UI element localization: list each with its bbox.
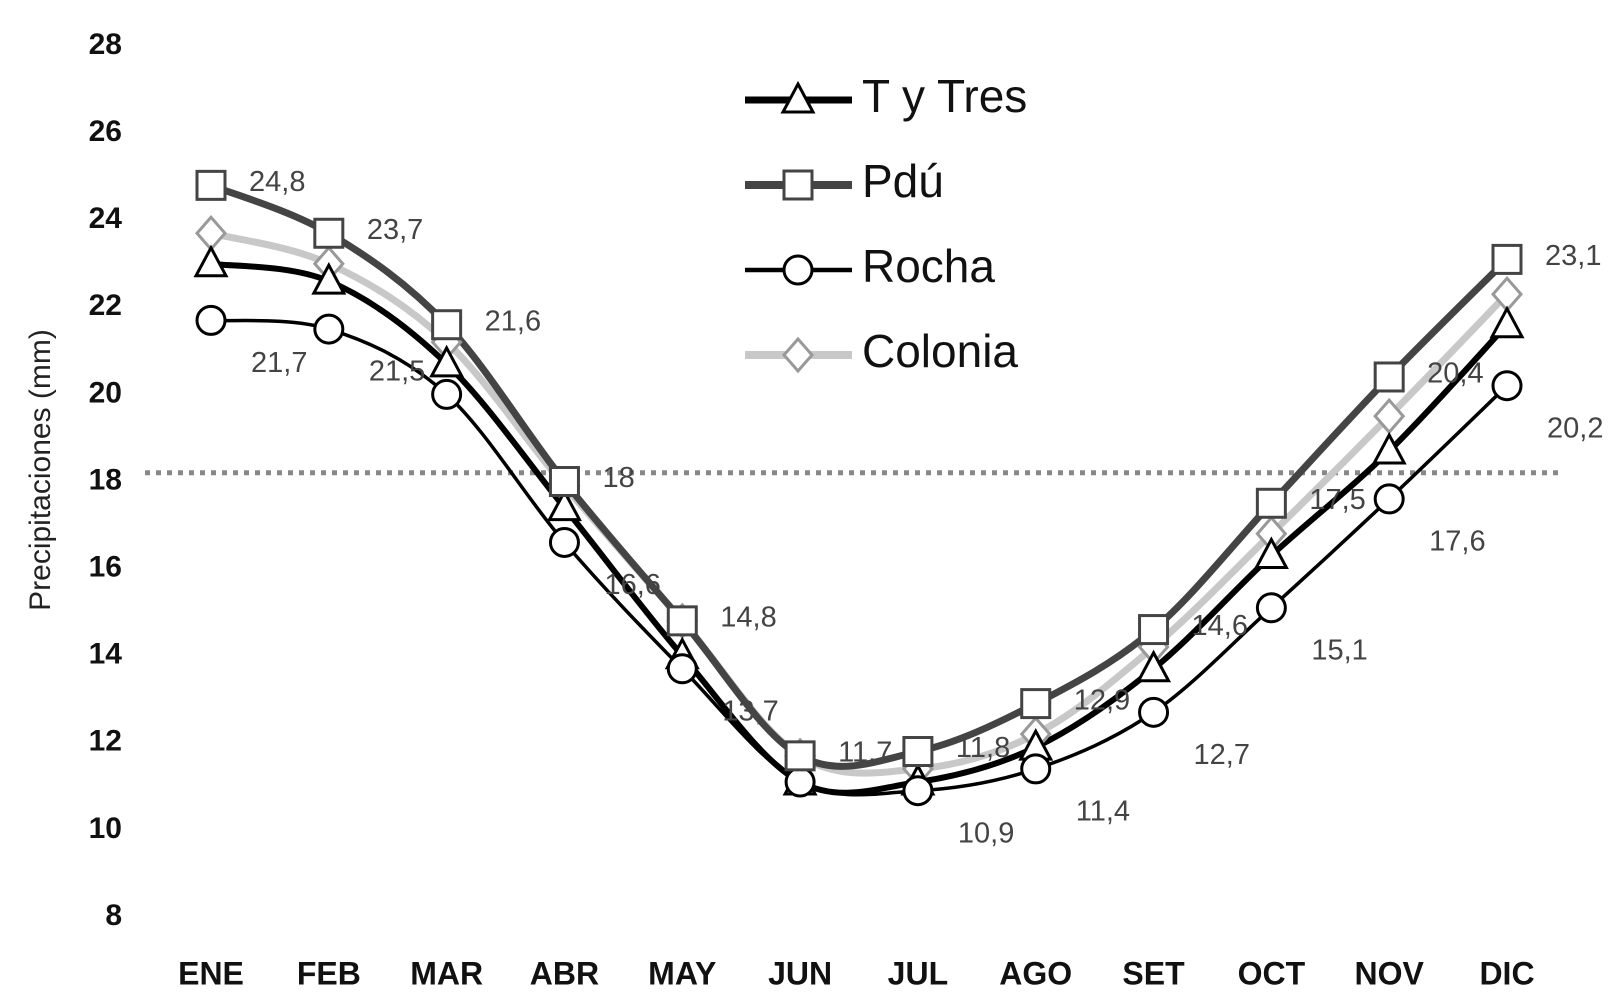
marker [1371, 431, 1407, 465]
data-label: 23,1 [1545, 240, 1601, 272]
marker [195, 214, 227, 252]
series-line [210, 260, 1510, 796]
data-label: 10,9 [958, 817, 1014, 849]
marker [784, 740, 816, 772]
marker [1136, 649, 1172, 683]
legend-label: Pdú [862, 155, 944, 207]
data-label: 12,7 [1194, 739, 1250, 771]
x-tick-label: AGO [999, 955, 1072, 991]
marker [1020, 753, 1052, 785]
marker [1253, 536, 1289, 570]
data-label: 13,7 [722, 695, 778, 727]
data-label: 11,4 [1076, 796, 1130, 828]
data-label: 17,5 [1309, 484, 1365, 516]
marker [902, 736, 934, 768]
data-label: 11,7 [838, 737, 892, 769]
marker [1491, 370, 1523, 402]
data-label: 17,6 [1429, 526, 1485, 558]
series-line [210, 318, 1509, 797]
data-label: 15,1 [1311, 634, 1367, 666]
y-tick-label: 18 [89, 463, 122, 496]
marker [1138, 614, 1170, 646]
marker [546, 488, 582, 522]
x-tick-label: JUN [768, 955, 832, 991]
marker [431, 378, 463, 410]
marker [1020, 688, 1052, 720]
y-tick-label: 24 [89, 202, 123, 235]
data-label: 24,8 [249, 166, 305, 198]
data-label: 20,4 [1427, 358, 1483, 390]
data-label: 21,7 [251, 347, 307, 379]
data-label: 18 [602, 462, 634, 494]
y-tick-label: 22 [89, 289, 122, 322]
y-tick-label: 8 [105, 899, 122, 932]
marker [548, 526, 580, 558]
marker [429, 344, 465, 378]
marker [313, 313, 345, 345]
y-tick-label: 26 [89, 115, 122, 148]
x-tick-label: NOV [1355, 955, 1425, 991]
x-tick-label: ABR [530, 955, 599, 991]
x-tick-label: OCT [1238, 955, 1306, 991]
x-tick-label: FEB [297, 955, 361, 991]
marker [784, 766, 816, 798]
x-tick-label: MAR [410, 955, 483, 991]
marker [902, 775, 934, 807]
y-axis-label: Precipitaciones (mm) [24, 329, 57, 611]
data-label: 14,6 [1192, 610, 1248, 642]
data-label: 21,5 [369, 356, 425, 388]
y-tick-label: 20 [89, 376, 122, 409]
marker [1373, 361, 1405, 393]
marker [1138, 696, 1170, 728]
data-label: 20,2 [1547, 412, 1603, 444]
marker [311, 261, 347, 295]
marker [666, 605, 698, 637]
marker [1255, 487, 1287, 519]
marker [193, 244, 229, 278]
x-tick-label: DIC [1479, 955, 1534, 991]
data-label: 16,6 [604, 569, 660, 601]
marker [431, 309, 463, 341]
marker [1489, 305, 1525, 339]
marker [1491, 243, 1523, 275]
x-tick-label: ENE [178, 955, 244, 991]
x-tick-label: JUL [888, 955, 948, 991]
marker [195, 169, 227, 201]
y-tick-label: 10 [89, 812, 122, 845]
y-tick-label: 16 [89, 551, 122, 584]
series-line [209, 182, 1510, 770]
data-label: 11,8 [956, 732, 1010, 764]
x-tick-label: SET [1122, 955, 1185, 991]
data-label: 21,6 [485, 305, 541, 337]
marker [782, 336, 814, 374]
marker [313, 217, 345, 249]
y-tick-label: 12 [89, 725, 122, 758]
marker [1373, 483, 1405, 515]
legend-label: T y Tres [862, 70, 1027, 122]
y-tick-label: 28 [89, 28, 122, 61]
marker [195, 304, 227, 336]
marker [782, 254, 814, 286]
data-label: 23,7 [367, 214, 423, 246]
x-tick-label: MAY [648, 955, 716, 991]
y-tick-label: 14 [89, 638, 123, 671]
data-label: 14,8 [720, 602, 776, 634]
legend-label: Rocha [862, 240, 995, 292]
marker [1255, 592, 1287, 624]
marker [548, 466, 580, 497]
data-label: 12,9 [1074, 684, 1130, 716]
legend-label: Colonia [862, 325, 1018, 377]
marker [782, 169, 814, 201]
marker [666, 653, 698, 685]
marker [780, 80, 816, 114]
